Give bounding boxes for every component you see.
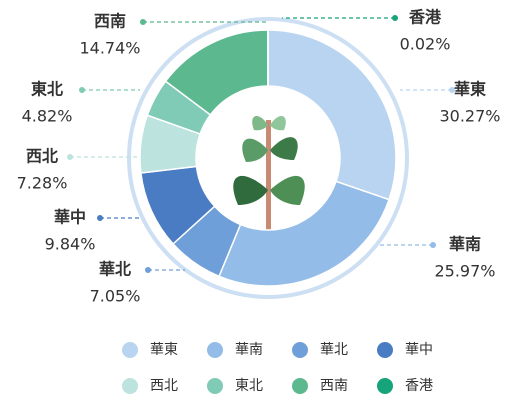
slice-name: 西北: [26, 147, 58, 166]
legend-label: 華南: [235, 342, 263, 358]
slice-value: 0.02%: [400, 35, 451, 54]
leader-dot: [79, 87, 85, 93]
legend-swatch: [122, 378, 138, 394]
slice-value: 7.05%: [90, 287, 141, 306]
slice-name: 華中: [54, 208, 86, 227]
legend-label: 東北: [235, 378, 263, 394]
chart: 華東30.27%華東華南25.97%華南華北7.05%華北華中9.84%華中西北…: [0, 0, 518, 400]
leader-dot: [97, 215, 103, 221]
slice-name: 香港: [408, 8, 442, 27]
slice-name: 華東: [454, 80, 486, 99]
slice-value: 30.27%: [439, 107, 500, 126]
slice-value: 9.84%: [45, 235, 96, 254]
leader-dot: [140, 19, 146, 25]
legend-swatch: [377, 342, 393, 358]
legend-label: 西北: [150, 378, 178, 394]
legend-label: 香港: [405, 378, 433, 394]
slice-name: 西南: [94, 12, 126, 31]
slice-value: 25.97%: [434, 262, 495, 281]
slice-name: 東北: [31, 80, 63, 99]
legend-swatch: [292, 378, 308, 394]
leader-dot: [392, 15, 398, 21]
legend-swatch: [207, 378, 223, 394]
legend-label: 西南: [320, 378, 348, 394]
slice-value: 4.82%: [22, 107, 73, 126]
slice-name: 華南: [449, 235, 481, 254]
slice-value: 14.74%: [79, 39, 140, 58]
slice-value: 7.28%: [17, 174, 68, 193]
legend-swatch: [377, 378, 393, 394]
legend-swatch: [292, 342, 308, 358]
slice: [268, 30, 396, 200]
leader-dot: [145, 267, 151, 273]
legend-label: 華中: [405, 342, 433, 358]
leader-dot: [67, 154, 73, 160]
legend-label: 華東: [150, 342, 178, 358]
leader-dot: [430, 242, 436, 248]
plant-icon: [233, 116, 304, 232]
legend-label: 華北: [320, 342, 348, 358]
legend-swatch: [122, 342, 138, 358]
slice-name: 華北: [99, 260, 131, 279]
legend-swatch: [207, 342, 223, 358]
